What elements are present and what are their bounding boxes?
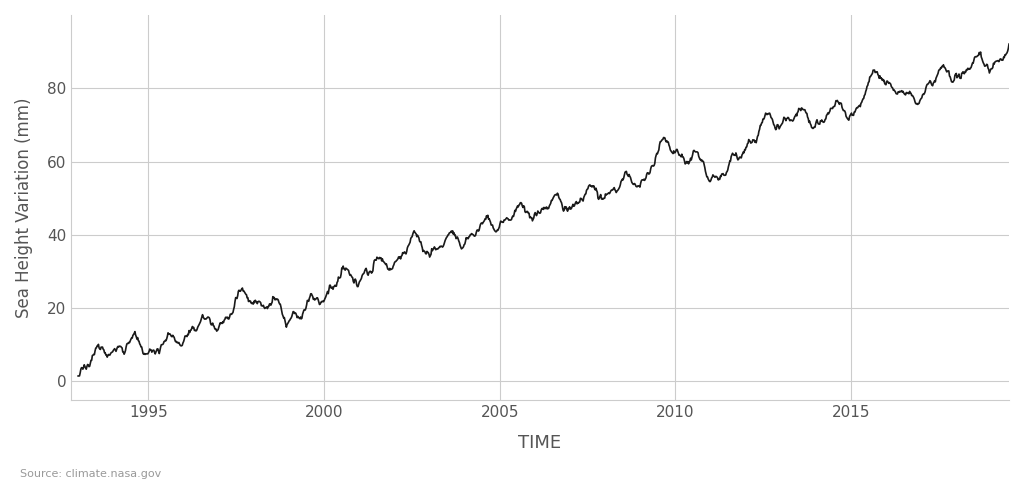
- Text: Source: climate.nasa.gov: Source: climate.nasa.gov: [20, 469, 162, 479]
- X-axis label: TIME: TIME: [518, 434, 561, 451]
- Y-axis label: Sea Height Variation (mm): Sea Height Variation (mm): [15, 97, 33, 318]
